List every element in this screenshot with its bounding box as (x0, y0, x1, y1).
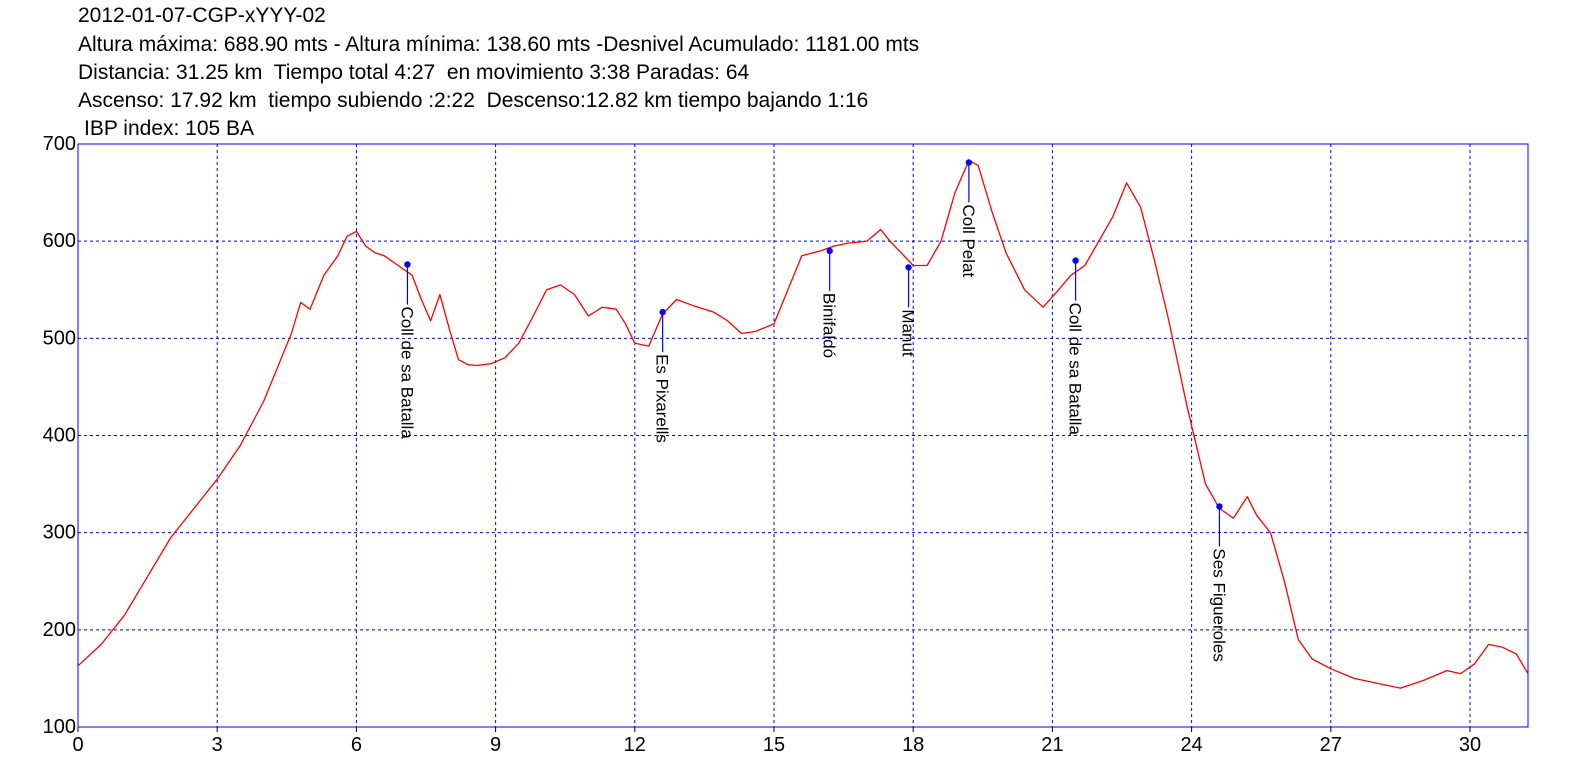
y-tick-label: 300 (43, 522, 76, 544)
annotation-label: Coll Pelat (959, 204, 978, 277)
annotation-label: Manut (899, 309, 918, 357)
annotation-marker (659, 308, 666, 316)
annotation-label: Coll de sa Batalla (1066, 303, 1085, 436)
x-tick-label: 24 (1180, 734, 1202, 756)
y-tick-label: 400 (43, 425, 76, 447)
elevation-line (77, 159, 1529, 689)
grid (78, 144, 1528, 727)
x-tick-label: 9 (490, 734, 501, 756)
waypoint-annotations: Coll de sa Batalla Es Pixarells Binifaldó M… (397, 159, 1228, 662)
distance-time-summary: Distancia: 31.25 km Tiempo total 4:27 en… (78, 61, 750, 84)
annotation-label: Coll de sa Batalla (397, 306, 416, 439)
x-tick-label: 15 (763, 734, 785, 756)
x-tick-label: 12 (624, 734, 646, 756)
x-tick-label: 6 (351, 734, 362, 756)
route-title: 2012-01-07-CGP-xYYY-02 (78, 4, 326, 27)
annotation-marker (905, 264, 912, 271)
ibp-index: IBP index: 105 BA (84, 117, 255, 140)
annotation-label: Ses Figueroles (1209, 548, 1228, 661)
ascent-descent-summary: Ascenso: 17.92 km tiempo subiendo :2:22 … (78, 89, 869, 112)
annotation-marker (1072, 257, 1079, 264)
x-tick-label: 30 (1459, 734, 1481, 756)
x-tick-label: 27 (1320, 734, 1342, 756)
x-tick-label: 18 (902, 734, 924, 756)
annotation-marker (826, 247, 833, 255)
elevation-profile (77, 159, 1529, 689)
x-tick-label: 21 (1041, 734, 1063, 756)
annotation-label: Binifaldó (820, 293, 839, 358)
y-tick-label: 700 (43, 133, 76, 155)
x-tick-label: 0 (72, 734, 83, 756)
y-tick-label: 100 (43, 716, 76, 738)
annotation-label: Es Pixarells (653, 354, 672, 443)
y-tick-label: 200 (43, 619, 76, 641)
altitude-summary: Altura máxima: 688.90 mts - Altura mínim… (78, 33, 920, 56)
y-tick-label: 600 (43, 230, 76, 252)
x-tick-label: 3 (212, 734, 223, 756)
annotation-marker (965, 159, 973, 166)
y-tick-label: 500 (43, 327, 76, 349)
plot-frame (77, 143, 1529, 728)
annotation-marker (404, 261, 411, 268)
annotation-marker (1216, 503, 1223, 510)
y-axis-ticks: 100 200 300 400 500 600 700 (43, 133, 76, 738)
x-axis-ticks: 0 3 6 9 12 15 18 21 24 27 30 (72, 727, 1481, 756)
